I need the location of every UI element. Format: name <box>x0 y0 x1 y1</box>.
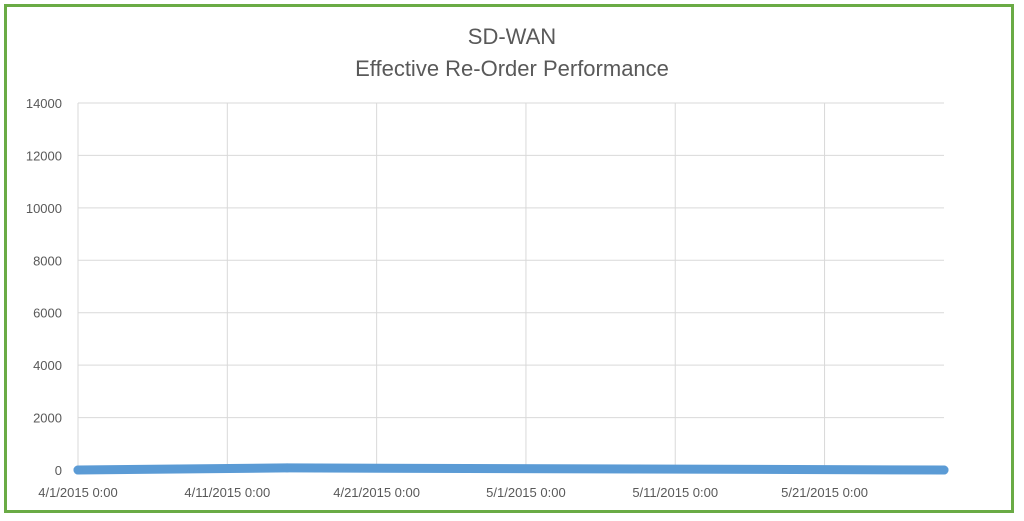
data-point <box>939 465 949 475</box>
y-tick-label: 8000 <box>33 253 62 268</box>
y-tick-label: 14000 <box>26 96 62 111</box>
x-tick-label: 4/11/2015 0:00 <box>184 485 270 500</box>
x-tick-label: 5/11/2015 0:00 <box>632 485 718 500</box>
series-line <box>73 463 949 475</box>
x-tick-label: 5/21/2015 0:00 <box>781 485 868 500</box>
x-tick-label: 4/1/2015 0:00 <box>38 485 118 500</box>
y-tick-label: 2000 <box>33 411 62 426</box>
x-tick-label: 4/21/2015 0:00 <box>333 485 420 500</box>
chart-subtitle: Effective Re-Order Performance <box>355 56 669 81</box>
y-tick-label: 0 <box>55 463 62 478</box>
y-tick-label: 6000 <box>33 306 62 321</box>
chart-frame <box>4 4 1014 513</box>
y-tick-label: 12000 <box>26 148 62 163</box>
chart-title: SD-WAN <box>467 24 557 49</box>
x-tick-label: 5/1/2015 0:00 <box>486 485 566 500</box>
data-point <box>73 465 83 475</box>
y-tick-label: 4000 <box>33 358 62 373</box>
y-tick-label: 10000 <box>26 201 62 216</box>
data-point <box>282 463 292 473</box>
